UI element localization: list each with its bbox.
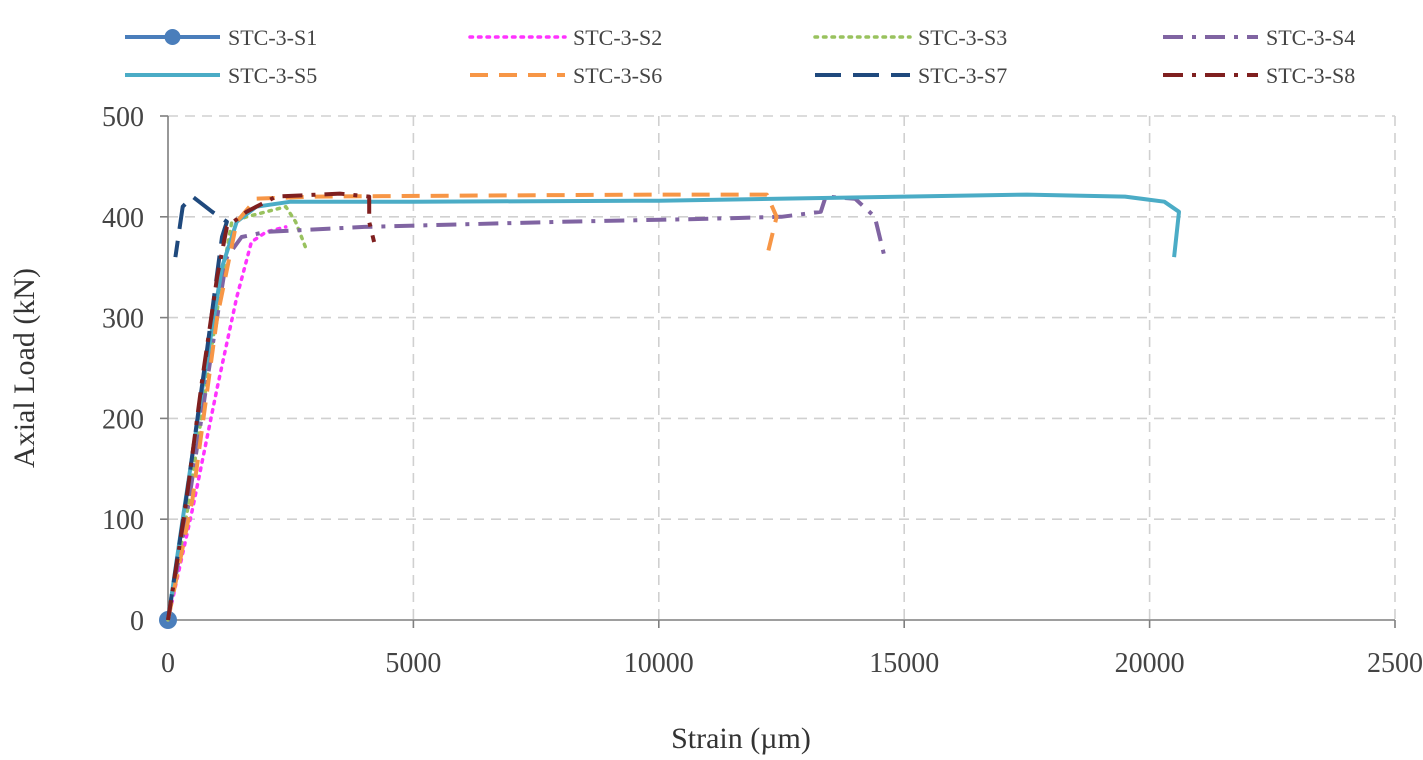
legend-item-6: STC-3-S6 — [470, 63, 662, 88]
legend-label: STC-3-S1 — [228, 25, 317, 50]
x-tick-label: 10000 — [624, 648, 694, 679]
series-line-5 — [166, 192, 1181, 621]
legend-label: STC-3-S5 — [228, 63, 317, 88]
series-lines — [159, 191, 1181, 629]
axes — [160, 115, 1396, 628]
series-line-8 — [166, 191, 377, 621]
y-tick-label: 400 — [102, 203, 144, 234]
series-line-7 — [166, 194, 229, 621]
x-tick-label: 5000 — [385, 648, 441, 679]
legend-item-2: STC-3-S2 — [468, 25, 662, 50]
series-line-4 — [166, 194, 887, 621]
legend-label: STC-3-S7 — [918, 63, 1007, 88]
legend-item-5: STC-3-S5 — [125, 63, 317, 88]
x-tick-label: 15000 — [869, 648, 939, 679]
y-tick-label: 300 — [102, 304, 144, 335]
x-tick-label: 20000 — [1115, 648, 1185, 679]
y-tick-label: 500 — [102, 102, 144, 133]
x-axis-title: Strain (µm) — [671, 722, 811, 755]
grid — [168, 115, 1396, 620]
legend-item-3: STC-3-S3 — [813, 25, 1007, 50]
legend-item-1: STC-3-S1 — [125, 25, 317, 50]
legend-label: STC-3-S2 — [573, 25, 662, 50]
y-tick-label: 100 — [102, 505, 144, 536]
y-tick-label: 0 — [130, 606, 144, 637]
y-tick-label: 200 — [102, 404, 144, 435]
legend-label: STC-3-S8 — [1266, 63, 1355, 88]
series-line-6 — [166, 192, 779, 621]
legend-item-7: STC-3-S7 — [815, 63, 1007, 88]
legend: STC-3-S1 STC-3-S2 STC-3-S3 STC-3-S4 STC-3-S5… — [125, 25, 1355, 88]
series-line-3 — [166, 204, 308, 622]
legend-label: STC-3-S4 — [1266, 25, 1355, 50]
x-tick-label: 2500 — [1367, 648, 1423, 679]
legend-item-8: STC-3-S8 — [1163, 63, 1355, 88]
legend-label: STC-3-S3 — [918, 25, 1007, 50]
y-axis-title: Axial Load (kN) — [8, 268, 41, 468]
x-tick-label: 0 — [161, 648, 175, 679]
series-line-2 — [166, 225, 288, 622]
legend-label: STC-3-S6 — [573, 63, 662, 88]
legend-marker — [164, 29, 181, 45]
legend-item-4: STC-3-S4 — [1163, 25, 1355, 50]
